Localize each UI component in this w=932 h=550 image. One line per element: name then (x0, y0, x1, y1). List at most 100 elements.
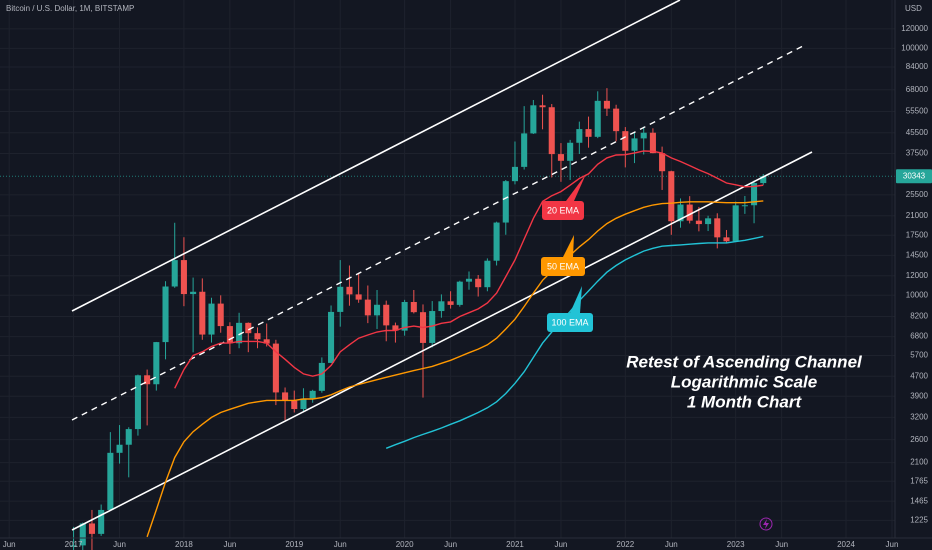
candle-body (530, 105, 537, 134)
x-tick-label: 2020 (396, 540, 414, 549)
candle-body (539, 105, 546, 108)
candle-body (585, 129, 592, 137)
y-tick-label: 4700 (910, 371, 928, 380)
x-tick-label: 2017 (65, 540, 83, 549)
candle-body (640, 132, 647, 139)
candle-body (98, 509, 105, 534)
candle-body (364, 299, 371, 316)
candle-body (153, 342, 160, 385)
legend-label: 50 EMA (547, 261, 579, 271)
candle-body (438, 301, 445, 312)
candle-body (392, 325, 399, 331)
candle-body (171, 260, 178, 287)
y-tick-label: 8200 (910, 312, 928, 321)
y-tick-label: 68000 (906, 85, 929, 94)
candle-body (594, 100, 601, 137)
x-tick-label: 2024 (837, 540, 855, 549)
candle-body (502, 181, 509, 223)
label-pointer (570, 286, 582, 313)
candle-body (511, 166, 519, 182)
channel-lines (71, 0, 813, 531)
x-tick-label: Jun (3, 540, 16, 549)
candle-body (668, 171, 675, 222)
y-tick-label: 45500 (906, 128, 929, 137)
candle-body (125, 429, 132, 445)
candle-body (567, 142, 574, 161)
channel-mid (71, 44, 806, 421)
candle-body (613, 108, 620, 132)
x-tick-label: Jun (334, 540, 347, 549)
candle-body (732, 205, 739, 242)
y-tick-label: 55500 (906, 107, 929, 116)
candle-body (291, 400, 298, 410)
y-tick-label: 14500 (906, 251, 929, 260)
candle-body (631, 138, 638, 151)
ema-line (146, 200, 764, 538)
candle-body (723, 237, 730, 242)
annotation: 1 Month Chart (687, 392, 803, 411)
candle-body (695, 220, 702, 225)
candle-body (226, 326, 233, 344)
candle-body (714, 218, 721, 238)
annotation: Retest of Ascending Channel (626, 352, 863, 371)
grid (0, 0, 895, 538)
y-axis-label: USD (905, 4, 922, 13)
candle-body (282, 392, 289, 401)
y-tick-label: 12000 (906, 271, 929, 280)
y-tick-label: 1225 (910, 515, 928, 524)
candle-body (134, 375, 141, 430)
candle-body (548, 107, 555, 155)
candle-body (337, 286, 344, 312)
candle-body (493, 222, 500, 261)
candle-body (465, 278, 473, 282)
candle-body (760, 176, 767, 184)
x-tick-label: Jun (223, 540, 236, 549)
candle-body (217, 303, 224, 327)
candle-body (300, 398, 307, 410)
label-pointer (566, 174, 586, 201)
candle-body (70, 545, 77, 547)
candle-body (144, 375, 151, 385)
candle-body (429, 311, 436, 343)
y-tick-label: 10000 (906, 290, 929, 299)
candle-body (116, 444, 123, 453)
x-tick-label: Jun (775, 540, 788, 549)
candle-body (107, 452, 114, 510)
candle-body (686, 204, 693, 221)
label-box (542, 201, 584, 220)
candle-body (659, 153, 666, 172)
candle-body (199, 291, 206, 335)
y-tick-label: 25500 (906, 190, 929, 199)
x-tick-label: Jun (113, 540, 126, 549)
y-tick-label: 21000 (906, 211, 929, 220)
icon-ring (759, 517, 773, 531)
x-tick-label: 2021 (506, 540, 524, 549)
candle-body (484, 260, 491, 288)
y-tick-label: 1765 (910, 476, 928, 485)
y-tick-label: 100000 (901, 43, 928, 52)
candle-body (162, 286, 169, 343)
candle-body (521, 133, 528, 167)
candle-body (622, 131, 629, 151)
candle-body (346, 286, 353, 295)
candle-body (401, 301, 408, 331)
ema-line (174, 150, 764, 389)
candle-body (373, 304, 381, 316)
candle-body (447, 301, 454, 305)
candle-body (383, 304, 390, 326)
y-tick-label: 5700 (910, 351, 928, 360)
x-tick-label: 2022 (616, 540, 634, 549)
icon-bolt (763, 519, 769, 529)
candle-body (208, 303, 215, 335)
candle-body (272, 343, 279, 393)
last-price-box (896, 169, 932, 184)
y-tick-label: 3900 (910, 391, 928, 400)
candle-body (263, 339, 270, 344)
legend-label: 100 EMA (551, 317, 588, 327)
candle-body (309, 390, 316, 399)
candle-body (456, 281, 463, 305)
candle-body (245, 322, 252, 334)
x-tick-label: 2018 (175, 540, 193, 549)
